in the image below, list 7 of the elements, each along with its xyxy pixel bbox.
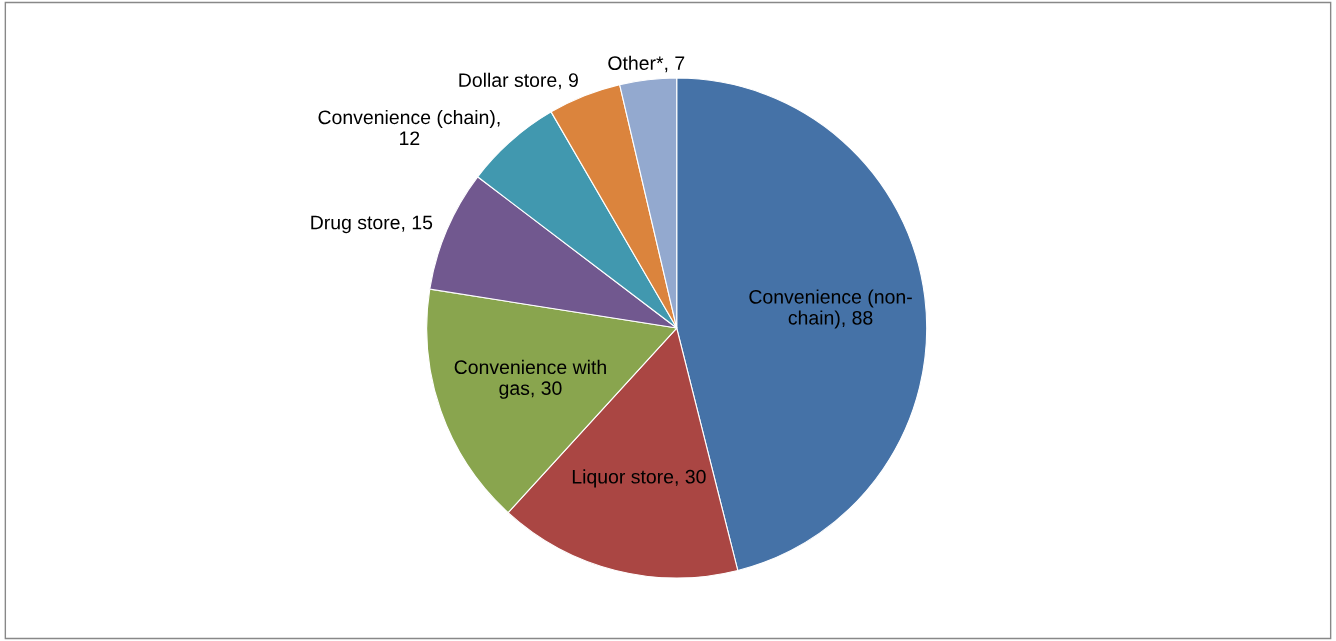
slice-label: Other*, 7 [608,55,685,73]
slice-label: Liquor store, 30 [572,469,706,488]
slice-label: Convenience with gas, 30 [454,359,606,399]
slice-label: Dollar store, 9 [459,72,578,90]
slice-label: Drug store, 15 [311,215,433,234]
slice-label: Convenience (chain), 12 [318,109,500,145]
slice-label: Convenience (non-chain), 88 [749,289,912,329]
